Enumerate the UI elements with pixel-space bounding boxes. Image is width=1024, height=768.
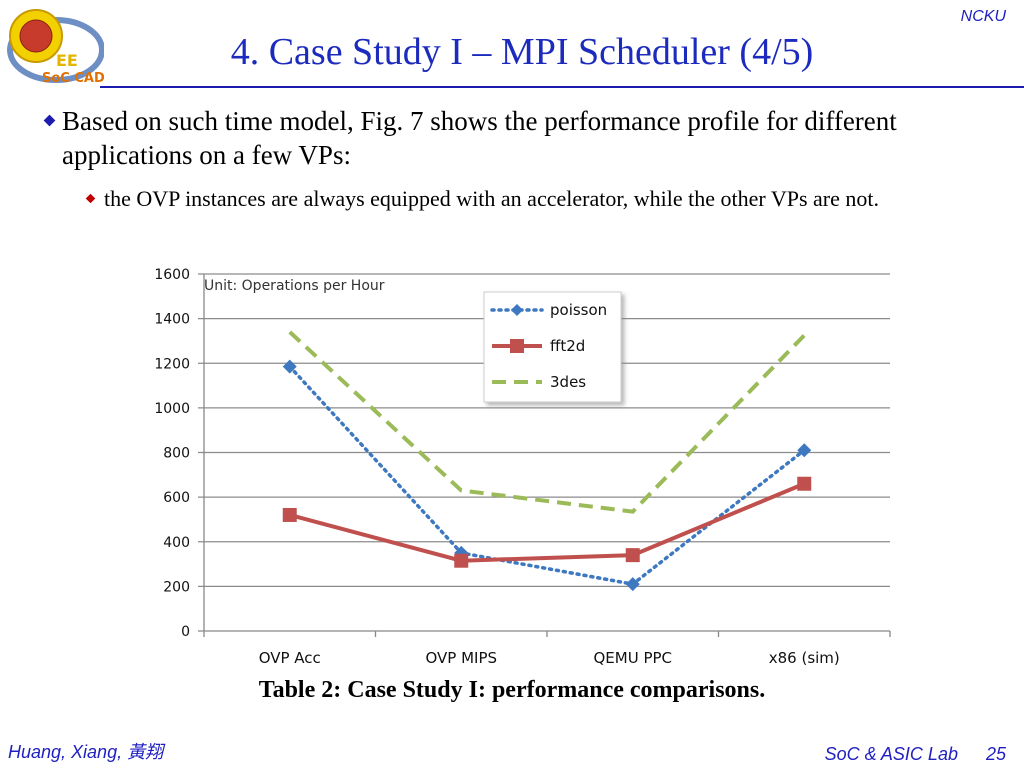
- y-tick-label: 200: [163, 579, 190, 595]
- chart-unit-annotation: Unit: Operations per Hour: [204, 278, 385, 294]
- logo-ee-text: EE: [56, 51, 78, 70]
- x-tick-label: OVP Acc: [259, 649, 321, 667]
- performance-chart: 0 200 400 600 800 1000 1200 1400 1600 OVP Acc OVP …: [130, 262, 900, 674]
- y-tick-label: 0: [181, 624, 190, 640]
- point-fft2d: [454, 553, 469, 568]
- legend-label-fft2d: fft2d: [550, 337, 585, 355]
- slide-title: 4. Case Study I – MPI Scheduler (4/5): [230, 31, 814, 73]
- y-tick-label: 1600: [154, 267, 190, 283]
- series-line-poisson: [288, 364, 806, 587]
- bullet-level2: the OVP instances are always equipped wi…: [85, 184, 986, 213]
- bullet-level2-text: the OVP instances are always equipped wi…: [104, 186, 879, 211]
- y-tick-label: 1200: [154, 356, 190, 372]
- footer-right: SoC & ASIC Lab 25: [797, 744, 1006, 765]
- legend-label-3des: 3des: [550, 373, 586, 391]
- header-divider: [100, 86, 1024, 88]
- logo-soccad-text: SoC CAD: [42, 71, 104, 86]
- legend-marker-poisson: [511, 304, 523, 316]
- bullet-level1: Based on such time model, Fig. 7 shows t…: [43, 104, 1004, 172]
- page-number: 25: [985, 744, 1006, 764]
- footer-lab: SoC & ASIC Lab: [824, 744, 958, 764]
- legend-label-poisson: poisson: [550, 301, 607, 319]
- org-label: NCKU: [960, 8, 1006, 25]
- point-fft2d: [797, 476, 812, 491]
- bullet-level1-text: Based on such time model, Fig. 7 shows t…: [62, 106, 897, 170]
- series-line-3des: [288, 330, 806, 514]
- point-poisson: [625, 577, 640, 592]
- y-tick-label: 1000: [154, 401, 190, 417]
- y-tick-label: 400: [163, 535, 190, 551]
- point-fft2d: [625, 548, 640, 563]
- chart-svg: 0 200 400 600 800 1000 1200 1400 1600 OVP Acc OVP …: [154, 267, 891, 667]
- footer-author: Huang, Xiang, 黃翔: [8, 742, 164, 762]
- y-tick-label: 1400: [154, 312, 190, 328]
- point-poisson: [797, 443, 812, 458]
- logo-seal-core: [19, 19, 53, 53]
- x-tick-label: OVP MIPS: [425, 649, 497, 667]
- x-tick-label: x86 (sim): [769, 649, 840, 667]
- series-line-fft2d: [289, 481, 806, 563]
- point-poisson: [282, 359, 297, 374]
- y-tick-label: 600: [163, 490, 190, 506]
- lab-logo: EE SoC CAD: [4, 6, 105, 86]
- y-tick-label: 800: [163, 446, 190, 462]
- x-tick-label: QEMU PPC: [593, 649, 672, 667]
- legend-marker-fft2d: [510, 339, 524, 353]
- chart-caption: Table 2: Case Study I: performance compa…: [258, 677, 766, 703]
- point-fft2d: [282, 507, 297, 522]
